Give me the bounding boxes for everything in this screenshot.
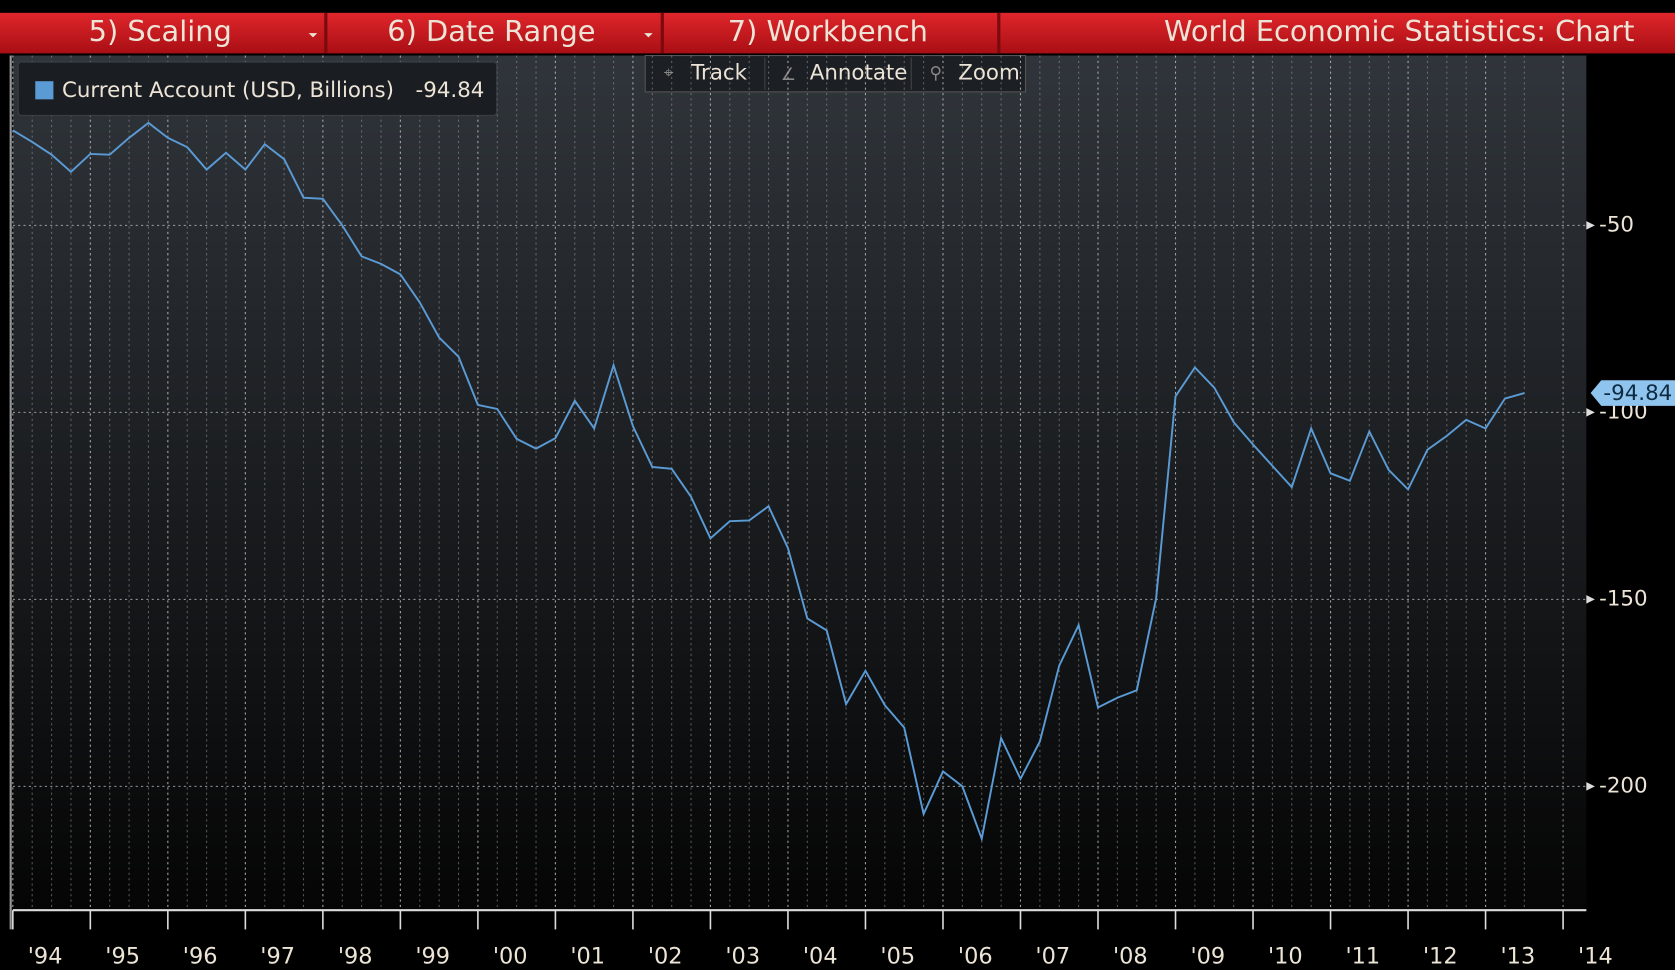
x-tick-label: '08: [1113, 944, 1148, 970]
legend-label: Current Account (USD, Billions): [62, 78, 394, 103]
x-tick-label: '95: [105, 944, 140, 970]
y-tick: [1586, 595, 1595, 604]
last-value-label: -94.84: [1603, 381, 1672, 406]
x-tick-label: '12: [1423, 944, 1458, 970]
y-tick-label: -50: [1599, 212, 1634, 237]
tool-track[interactable]: Track: [690, 61, 748, 86]
x-tick-label: '97: [260, 944, 295, 970]
tool-bar: ⌖ Track ∠ Annotate ⚲ Zoom: [644, 55, 1027, 93]
x-tick-label: '96: [183, 944, 218, 970]
last-value-tag: [1590, 380, 1675, 406]
x-tick-label: '14: [1578, 944, 1613, 970]
x-tick-label: '99: [415, 944, 450, 970]
legend-value: -94.84: [416, 78, 485, 103]
x-tick-label: '00: [493, 944, 528, 970]
tool-zoom[interactable]: Zoom: [958, 61, 1020, 86]
menu-workbench[interactable]: 7) Workbench: [728, 14, 928, 48]
menu: 5) Scaling 6) Date Range 7) Workbench Wo…: [89, 12, 1634, 54]
x-tick-label: '09: [1190, 944, 1225, 970]
track-icon: ⌖: [664, 64, 674, 84]
marks: -94.84: [12, 121, 1675, 843]
menu-bar: [0, 12, 1675, 54]
screen-title: World Economic Statistics: Chart: [1164, 14, 1634, 48]
y-tick: [1586, 408, 1595, 417]
dropdown-arrow: [308, 33, 318, 38]
y-tick: [1586, 221, 1595, 230]
y-tick-label: -200: [1599, 773, 1647, 798]
legend: Current Account (USD, Billions) -94.84: [17, 61, 498, 116]
tool-annotate[interactable]: Annotate: [810, 61, 908, 86]
dropdown-arrow: [644, 33, 653, 38]
plot-area: [12, 55, 1587, 911]
x-tick-label: '03: [725, 944, 760, 970]
legend-box: [17, 61, 498, 116]
x-tick-label: '94: [28, 944, 63, 970]
zoom-icon: ⚲: [930, 64, 943, 84]
x-tick-label: '11: [1345, 944, 1380, 970]
y-tick: [1586, 782, 1595, 791]
x-tick-label: '06: [958, 944, 993, 970]
grid: '94 '95 '96 '97 '98 '99 '00 '01 '02 '03 '04 '05 '06 '…: [9, 55, 1648, 970]
x-tick-label: '05: [880, 944, 915, 970]
y-tick-label: -150: [1599, 586, 1647, 611]
legend-swatch: [35, 81, 54, 100]
x-tick-label: '04: [803, 944, 838, 970]
annotate-icon: ∠: [781, 65, 796, 85]
data-line: [12, 121, 1525, 843]
menu-date-range[interactable]: 6) Date Range: [387, 14, 595, 48]
x-tick-label: '13: [1501, 944, 1536, 970]
x-tick-label: '02: [648, 944, 683, 970]
x-tick-label: '01: [570, 944, 605, 970]
x-tick-label: '10: [1268, 944, 1303, 970]
x-tick-label: '07: [1035, 944, 1070, 970]
x-tick-label: '98: [338, 944, 373, 970]
menu-scaling[interactable]: 5) Scaling: [89, 14, 232, 48]
